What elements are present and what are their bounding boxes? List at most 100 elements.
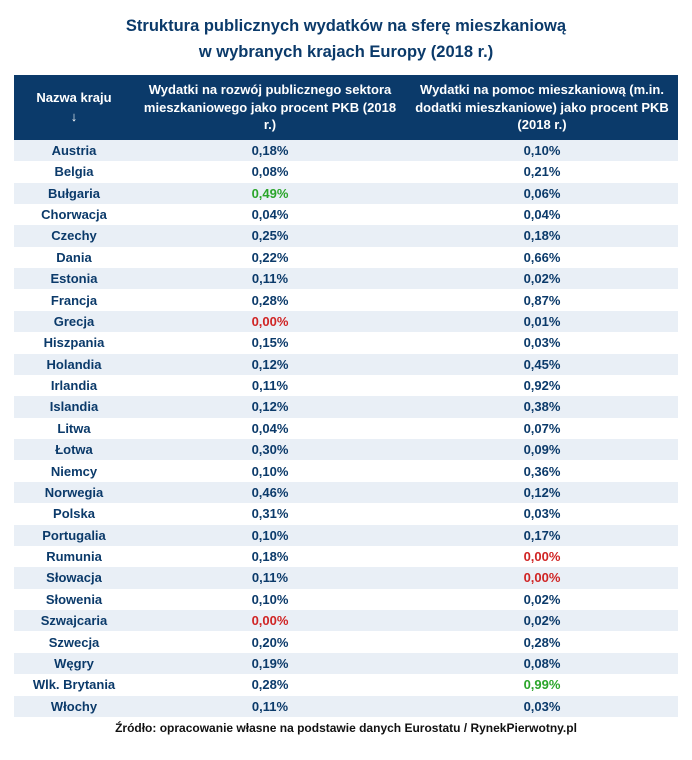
cell-v1: 0,49% [134,183,406,204]
table-row: Słowenia0,10%0,02% [14,589,678,610]
table-row: Rumunia0,18%0,00% [14,546,678,567]
cell-country: Portugalia [14,525,134,546]
cell-v2: 0,07% [406,418,678,439]
table-row: Bułgaria0,49%0,06% [14,183,678,204]
cell-v2: 0,45% [406,354,678,375]
cell-v2: 0,66% [406,247,678,268]
cell-v2: 0,03% [406,696,678,717]
cell-country: Wlk. Brytania [14,674,134,695]
cell-v2: 0,01% [406,311,678,332]
cell-v1: 0,18% [134,546,406,567]
table-row: Irlandia0,11%0,92% [14,375,678,396]
cell-country: Holandia [14,354,134,375]
table-row: Holandia0,12%0,45% [14,354,678,375]
cell-v1: 0,00% [134,610,406,631]
table-row: Wlk. Brytania0,28%0,99% [14,674,678,695]
table-body: Austria0,18%0,10%Belgia0,08%0,21%Bułgari… [14,140,678,717]
table-row: Polska0,31%0,03% [14,503,678,524]
cell-v1: 0,19% [134,653,406,674]
cell-v1: 0,46% [134,482,406,503]
table-row: Estonia0,11%0,02% [14,268,678,289]
title-line1: Struktura publicznych wydatków na sferę … [126,17,566,35]
title-line2: w wybranych krajach Europy (2018 r.) [199,43,493,61]
cell-v2: 0,99% [406,674,678,695]
cell-v2: 0,04% [406,204,678,225]
cell-v2: 0,87% [406,289,678,310]
cell-country: Szwajcaria [14,610,134,631]
cell-v2: 0,38% [406,396,678,417]
cell-v2: 0,06% [406,183,678,204]
cell-v1: 0,10% [134,525,406,546]
cell-country: Dania [14,247,134,268]
cell-v2: 0,00% [406,546,678,567]
table-row: Francja0,28%0,87% [14,289,678,310]
cell-v1: 0,00% [134,311,406,332]
table-row: Węgry0,19%0,08% [14,653,678,674]
table-row: Dania0,22%0,66% [14,247,678,268]
data-table: Nazwa kraju ↓ Wydatki na rozwój publiczn… [14,75,678,717]
cell-v1: 0,30% [134,439,406,460]
cell-v2: 0,02% [406,589,678,610]
cell-v1: 0,18% [134,140,406,161]
col-v2: Wydatki na pomoc mieszkaniową (m.in. dod… [406,75,678,140]
cell-v1: 0,11% [134,268,406,289]
cell-v2: 0,92% [406,375,678,396]
cell-v1: 0,11% [134,567,406,588]
table-title: Struktura publicznych wydatków na sferę … [14,8,678,75]
cell-country: Norwegia [14,482,134,503]
cell-country: Węgry [14,653,134,674]
cell-v2: 0,36% [406,460,678,481]
cell-country: Estonia [14,268,134,289]
cell-country: Słowenia [14,589,134,610]
cell-v2: 0,18% [406,225,678,246]
cell-country: Włochy [14,696,134,717]
cell-v1: 0,31% [134,503,406,524]
cell-country: Słowacja [14,567,134,588]
cell-v2: 0,03% [406,503,678,524]
cell-country: Hiszpania [14,332,134,353]
source-line: Źródło: opracowanie własne na podstawie … [14,717,678,735]
table-row: Norwegia0,46%0,12% [14,482,678,503]
cell-v2: 0,10% [406,140,678,161]
cell-v1: 0,04% [134,204,406,225]
cell-v2: 0,02% [406,268,678,289]
cell-v2: 0,12% [406,482,678,503]
header-row: Nazwa kraju ↓ Wydatki na rozwój publiczn… [14,75,678,140]
cell-v2: 0,03% [406,332,678,353]
col-v1: Wydatki na rozwój publicznego sektora mi… [134,75,406,140]
cell-country: Litwa [14,418,134,439]
table-row: Grecja0,00%0,01% [14,311,678,332]
table-row: Chorwacja0,04%0,04% [14,204,678,225]
cell-country: Szwecja [14,631,134,652]
table-row: Łotwa0,30%0,09% [14,439,678,460]
cell-v1: 0,11% [134,696,406,717]
table-row: Słowacja0,11%0,00% [14,567,678,588]
table-row: Szwecja0,20%0,28% [14,631,678,652]
table-row: Włochy0,11%0,03% [14,696,678,717]
cell-v1: 0,28% [134,289,406,310]
cell-country: Islandia [14,396,134,417]
table-row: Belgia0,08%0,21% [14,161,678,182]
cell-country: Łotwa [14,439,134,460]
sort-arrow-icon: ↓ [20,108,128,126]
table-row: Hiszpania0,15%0,03% [14,332,678,353]
cell-v2: 0,21% [406,161,678,182]
cell-v1: 0,22% [134,247,406,268]
cell-country: Chorwacja [14,204,134,225]
cell-v1: 0,15% [134,332,406,353]
table-row: Czechy0,25%0,18% [14,225,678,246]
col-country: Nazwa kraju ↓ [14,75,134,140]
cell-country: Bułgaria [14,183,134,204]
cell-v1: 0,25% [134,225,406,246]
cell-v1: 0,10% [134,589,406,610]
cell-v1: 0,12% [134,354,406,375]
cell-v1: 0,10% [134,460,406,481]
cell-v1: 0,11% [134,375,406,396]
table-row: Szwajcaria0,00%0,02% [14,610,678,631]
cell-v2: 0,28% [406,631,678,652]
table-row: Islandia0,12%0,38% [14,396,678,417]
table-row: Portugalia0,10%0,17% [14,525,678,546]
cell-country: Irlandia [14,375,134,396]
cell-v1: 0,20% [134,631,406,652]
table-row: Niemcy0,10%0,36% [14,460,678,481]
